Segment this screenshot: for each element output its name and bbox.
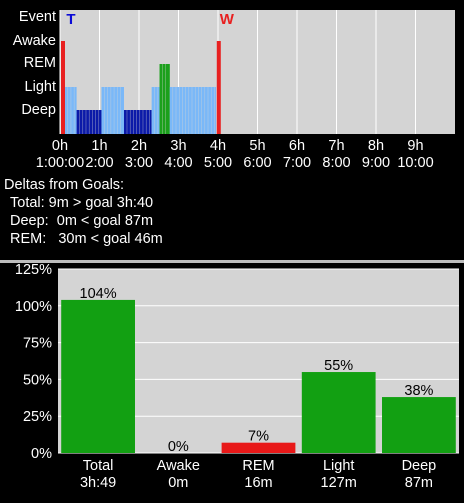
goals-bar [301,372,376,453]
goals-x-sublabel: 3h:49 [80,475,116,491]
hypnogram-x-hour-label: 2h [131,138,147,154]
goals-x-category-label: Total [83,458,114,474]
delta-deep: Deep: 0m < goal 87m [10,213,154,229]
hypnogram-segment-rem [159,64,170,134]
goals-y-tick-label: 125% [15,263,52,278]
hypnogram-segment-deep [123,110,152,134]
hypnogram-x-clock-label: 9:00 [362,155,390,171]
hypnogram-x-hour-label: 5h [249,138,265,154]
hypnogram-segment-light [151,87,160,134]
hypnogram-row-label: Deep [21,102,56,118]
hypnogram-x-hour-label: 0h [52,138,68,154]
goals-x-category-label: Deep [402,458,437,474]
hypnogram-row-label: REM [24,55,56,71]
hypnogram-row-label: Event [19,9,56,25]
goals-x-category-label: Light [323,458,354,474]
hypnogram-row-label: Awake [13,33,56,49]
hypnogram-chart: Event Awake REM Light Deep T W 0h 1h 2h 3h 4h 5h 6h 7h… [13,9,455,171]
goals-bar-value-label: 7% [248,429,269,445]
delta-total: Total: 9m > goal 3h:40 [10,195,154,211]
hypnogram-x-clock-label: 8:00 [322,155,350,171]
hypnogram-event-marker: W [220,11,235,28]
hypnogram-x-clock-label: 6:00 [243,155,271,171]
deltas-from-goals: Deltas from Goals: Total: 9m > goal 3h:4… [4,176,163,248]
goals-y-tick-label: 100% [15,299,52,315]
goals-x-category-label: REM [242,458,274,474]
goals-y-tick-label: 75% [23,336,52,352]
hypnogram-segment-light [101,87,124,134]
goals-x-sublabel: 0m [168,475,188,491]
hypnogram-x-hour-label: 7h [328,138,344,154]
delta-rem: REM: 30m < goal 46m [10,231,163,247]
goals-y-tick-label: 0% [31,446,52,462]
goals-bar-value-label: 104% [80,286,117,302]
hypnogram-row-label: Light [25,79,56,95]
hypnogram-x-clock-label: 7:00 [283,155,311,171]
goals-bar-value-label: 0% [168,439,189,455]
hypnogram-x-clock-label: 2:00 [85,155,113,171]
goals-x-sublabel: 16m [244,475,272,491]
goals-x-category-label: Awake [157,458,200,474]
hypnogram-event-bar [216,41,221,134]
hypnogram-x-hour-label: 6h [289,138,305,154]
hypnogram-x-clock-label: 10:00 [397,155,433,171]
hypnogram-x-hour-label: 4h [210,138,226,154]
hypnogram-segment-light [169,87,217,134]
goals-y-tick-label: 25% [23,409,52,425]
goals-y-tick-label: 50% [23,372,52,388]
hypnogram-x-clock-label: 1:00:00 [36,155,84,171]
hypnogram-x-hour-label: 9h [407,138,423,154]
hypnogram-x-clock-label: 4:00 [164,155,192,171]
goals-x-sublabel: 127m [321,475,357,491]
deltas-title: Deltas from Goals: [4,177,125,193]
goals-bar-value-label: 55% [324,358,353,374]
hypnogram-x-hour-label: 1h [91,138,107,154]
hypnogram-event-bar [61,41,65,134]
hypnogram-x-hour-label: 8h [368,138,384,154]
hypnogram-x-clock-label: 3:00 [125,155,153,171]
hypnogram-event-marker: T [66,11,75,28]
hypnogram-segment-light [64,87,77,134]
hypnogram-x-clock-label: 5:00 [204,155,232,171]
goals-bar [61,299,135,453]
goals-bar-value-label: 38% [404,383,433,399]
goals-bar [221,442,296,453]
goals-bar [382,397,456,453]
hypnogram-x-hour-label: 3h [170,138,186,154]
section-divider [0,260,464,263]
goals-x-sublabel: 87m [405,475,433,491]
